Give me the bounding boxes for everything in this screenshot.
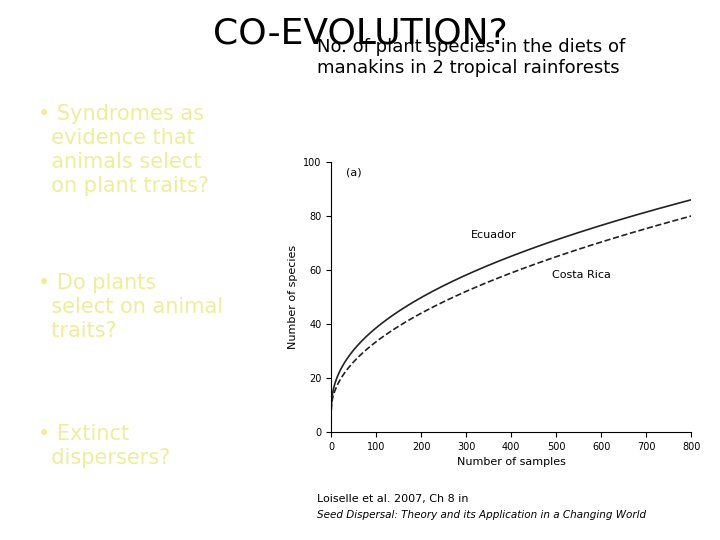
Text: CO-EVOLUTION?: CO-EVOLUTION? <box>212 16 508 50</box>
Text: No. of plant species in the diets of
manakins in 2 tropical rainforests: No. of plant species in the diets of man… <box>317 38 625 77</box>
X-axis label: Number of samples: Number of samples <box>456 457 566 467</box>
Text: • Syndromes as
  evidence that
  animals select
  on plant traits?: • Syndromes as evidence that animals sel… <box>38 104 210 197</box>
Text: Loiselle et al. 2007, Ch 8 in: Loiselle et al. 2007, Ch 8 in <box>317 494 468 504</box>
Text: Costa Rica: Costa Rica <box>552 271 611 280</box>
Text: Seed Dispersal: Theory and its Application in a Changing World: Seed Dispersal: Theory and its Applicati… <box>317 510 646 521</box>
Text: • Do plants
  select on animal
  traits?: • Do plants select on animal traits? <box>38 273 223 341</box>
Text: Ecuador: Ecuador <box>471 230 516 240</box>
Text: • Extinct
  dispersers?: • Extinct dispersers? <box>38 424 171 468</box>
Text: (a): (a) <box>346 167 361 178</box>
Y-axis label: Number of species: Number of species <box>287 245 297 349</box>
